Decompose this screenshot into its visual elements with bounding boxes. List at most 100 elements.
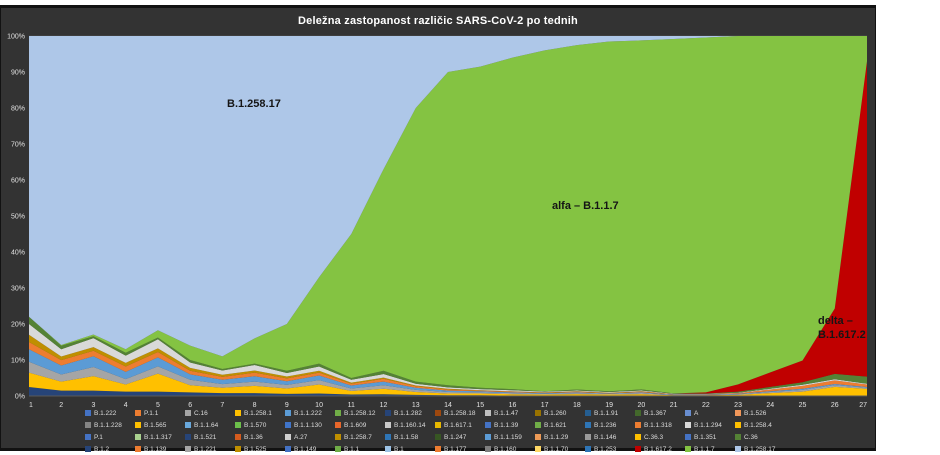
legend-label: B.1.570 xyxy=(244,421,267,429)
area-series-B.1.258.17 xyxy=(29,36,867,357)
legend-swatch xyxy=(735,410,741,416)
legend-label: B.1.177 xyxy=(444,445,467,453)
legend-swatch xyxy=(535,410,541,416)
area-series-B.1.1.7 xyxy=(29,36,867,394)
legend-swatch xyxy=(235,446,241,452)
legend-label: B.1.1.70 xyxy=(544,445,569,453)
area-series-B.1.221 xyxy=(29,361,867,396)
legend-item: B.1.1.70 xyxy=(535,446,585,453)
legend-label: B.1.1.130 xyxy=(294,421,322,429)
annotation-b1-258-17: B.1.258.17 xyxy=(227,98,281,110)
legend-label: B.1.258.17 xyxy=(744,445,776,453)
legend-label: B.1.526 xyxy=(744,409,767,417)
area-series-B.1.258.1 xyxy=(29,372,867,396)
legend-item: B.1.621 xyxy=(535,422,585,429)
legend-label: B.1.1.318 xyxy=(644,421,672,429)
legend-label: B.1.260 xyxy=(544,409,567,417)
legend-label: B.1.222 xyxy=(94,409,117,417)
legend-item: C.36 xyxy=(735,434,785,441)
x-axis-label: 9 xyxy=(285,402,289,409)
x-axis-label: 23 xyxy=(734,402,742,409)
legend-swatch xyxy=(235,434,241,440)
x-axis-label: 3 xyxy=(92,402,96,409)
legend-item: B.1.1.318 xyxy=(635,422,685,429)
legend-item: B.1.258.18 xyxy=(435,410,485,417)
legend-label: B.1.247 xyxy=(444,433,467,441)
legend-item: B.1.2 xyxy=(85,446,135,453)
x-axis-label: 22 xyxy=(702,402,710,409)
legend-label: B.1.160.14 xyxy=(394,421,426,429)
area-series-B.1.1.222 xyxy=(29,349,867,395)
legend-swatch xyxy=(335,410,341,416)
x-axis-label: 21 xyxy=(670,402,678,409)
area-series-B.1.2 xyxy=(29,387,867,396)
legend-label: B.1.565 xyxy=(144,421,167,429)
legend-swatch xyxy=(585,446,591,452)
legend-swatch xyxy=(385,422,391,428)
legend-label: B.1.139 xyxy=(144,445,167,453)
legend-item: P.1 xyxy=(85,434,135,441)
legend-item: B.1.1.39 xyxy=(485,422,535,429)
legend-swatch xyxy=(185,422,191,428)
legend-swatch xyxy=(585,410,591,416)
legend-swatch xyxy=(635,434,641,440)
legend-label: P.1.1 xyxy=(144,409,159,417)
legend-item: B.1.253 xyxy=(585,446,635,453)
y-axis-label: 30% xyxy=(11,286,25,293)
legend-row: B.1.2 B.1.139 B.1.221 B.1.525 B.1.149 B.1.1 B.… xyxy=(85,443,785,455)
x-axis-label: 15 xyxy=(476,402,484,409)
legend-swatch xyxy=(435,422,441,428)
legend-item: B.1.1 xyxy=(335,446,385,453)
legend-label: B.1.258.7 xyxy=(344,433,372,441)
legend-item: B.1.222 xyxy=(85,410,135,417)
legend-label: B.1.609 xyxy=(344,421,367,429)
x-axis-label: 7 xyxy=(220,402,224,409)
legend-swatch xyxy=(535,446,541,452)
legend-item: A.27 xyxy=(285,434,335,441)
legend-item: B.1.617.1 xyxy=(435,422,485,429)
legend-swatch xyxy=(135,434,141,440)
x-axis-label: 16 xyxy=(509,402,517,409)
legend-swatch xyxy=(235,422,241,428)
legend-swatch xyxy=(185,410,191,416)
legend-label: B.1.521 xyxy=(194,433,217,441)
legend-label: B.1.617.1 xyxy=(444,421,472,429)
annotation-alfa: alfa – B.1.1.7 xyxy=(552,200,619,212)
area-series-C.36 xyxy=(29,316,867,394)
y-axis-label: 60% xyxy=(11,178,25,185)
legend-item: B.1.570 xyxy=(235,422,285,429)
legend-row: B.1.222 P.1.1 C.16 B.1.258.1 B.1.1.222 B.1.25… xyxy=(85,407,785,419)
legend-row: B.1.1.228 B.1.565 B.1.1.64 B.1.570 B.1.1.130… xyxy=(85,419,785,431)
legend-label: B.1.1.91 xyxy=(594,409,619,417)
legend-swatch xyxy=(185,434,191,440)
legend-item: B.1.146 xyxy=(585,434,635,441)
legend-label: B.1.1.294 xyxy=(694,421,722,429)
legend-swatch xyxy=(685,410,691,416)
legend-label: B.1.1.58 xyxy=(394,433,419,441)
legend-swatch xyxy=(335,434,341,440)
legend-item: B.1.1.91 xyxy=(585,410,635,417)
legend-swatch xyxy=(235,410,241,416)
legend-item: B.1.1.222 xyxy=(285,410,335,417)
x-axis-label: 27 xyxy=(859,402,867,409)
legend-label: B.1.2 xyxy=(94,445,110,453)
x-axis-label: 2 xyxy=(59,402,63,409)
area-series-B.1.177 xyxy=(29,342,867,395)
legend-swatch xyxy=(135,422,141,428)
legend-label: B.1.525 xyxy=(244,445,267,453)
legend-swatch xyxy=(535,434,541,440)
legend-label: A xyxy=(694,409,699,417)
legend-item: B.1.526 xyxy=(735,410,785,417)
legend-label: B.1.1.282 xyxy=(394,409,422,417)
x-axis-label: 5 xyxy=(156,402,160,409)
x-axis-label: 26 xyxy=(831,402,839,409)
legend-item: B.1.1.130 xyxy=(285,422,335,429)
stacked-area-chart: 0%10%20%30%40%50%60%70%80%90%100%1 2 3 4 5 6 7… xyxy=(7,34,867,410)
legend-item: B.1.139 xyxy=(135,446,185,453)
legend-swatch xyxy=(285,422,291,428)
legend-item: B.1.258.12 xyxy=(335,410,385,417)
legend-item: B.1.521 xyxy=(185,434,235,441)
legend-label: B.1.160 xyxy=(494,445,517,453)
legend-label: B.1.1.64 xyxy=(194,421,219,429)
legend-item: B.1.617.2 xyxy=(635,446,685,453)
